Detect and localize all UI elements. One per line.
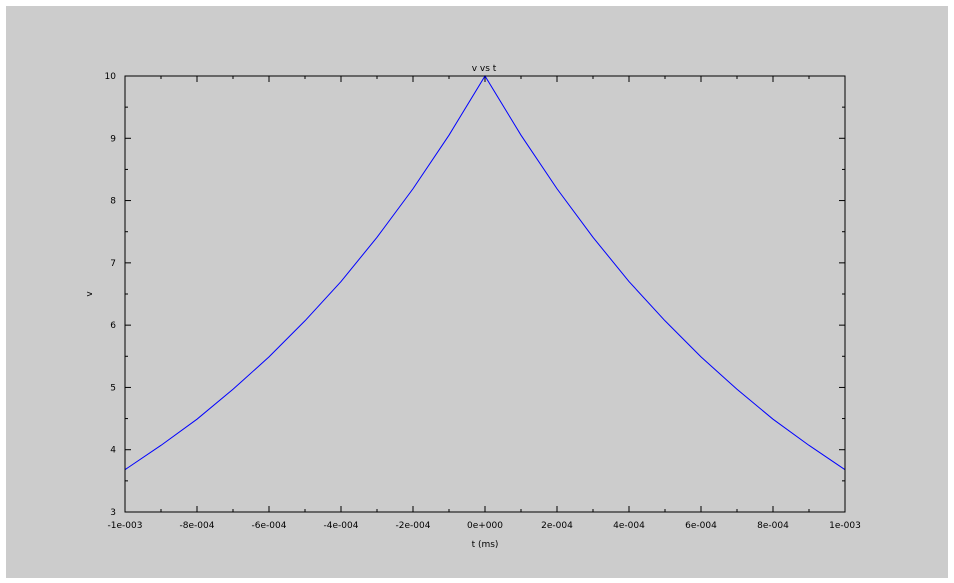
figure-background: v vs t -1e-003 -8e-004 -6e-004 -4e-004 -2e-0… [6, 6, 948, 578]
y-tick-label: 8 [110, 197, 116, 207]
plot-frame [124, 75, 846, 513]
x-tick-label: 8e-004 [757, 521, 789, 531]
series-line [124, 75, 846, 471]
x-axis-label: t (ms) [472, 540, 499, 550]
y-tick-label: 5 [110, 383, 116, 393]
x-tick-labels: -1e-003 -8e-004 -6e-004 -4e-004 -2e-004 0e+00… [108, 521, 861, 531]
x-tick-label: 2e-004 [541, 521, 573, 531]
y-tick-label: 9 [110, 134, 116, 144]
x-tick-label: -2e-004 [396, 521, 431, 531]
x-tick-label: 0e+000 [467, 521, 503, 531]
line-chart: v vs t -1e-003 -8e-004 -6e-004 -4e-004 -2e-0… [85, 64, 861, 550]
x-tick-label: -4e-004 [324, 521, 359, 531]
y-tick-label: 10 [105, 72, 117, 82]
x-tick-label: 6e-004 [685, 521, 717, 531]
x-tick-label: -1e-003 [108, 521, 143, 531]
x-tick-label: 4e-004 [613, 521, 645, 531]
y-tick-label: 6 [110, 321, 116, 331]
y-tick-label: 4 [110, 446, 116, 456]
x-tick-label: 1e-003 [829, 521, 861, 531]
y-tick-labels: 3 4 5 6 7 8 9 10 [105, 72, 117, 518]
y-tick-label: 3 [110, 508, 116, 518]
y-tick-label: 7 [110, 259, 116, 269]
x-tick-label: -8e-004 [180, 521, 215, 531]
chart-title: v vs t [472, 64, 497, 74]
y-axis-label: v [85, 291, 95, 297]
x-tick-label: -6e-004 [252, 521, 287, 531]
axis-ticks [124, 75, 846, 513]
